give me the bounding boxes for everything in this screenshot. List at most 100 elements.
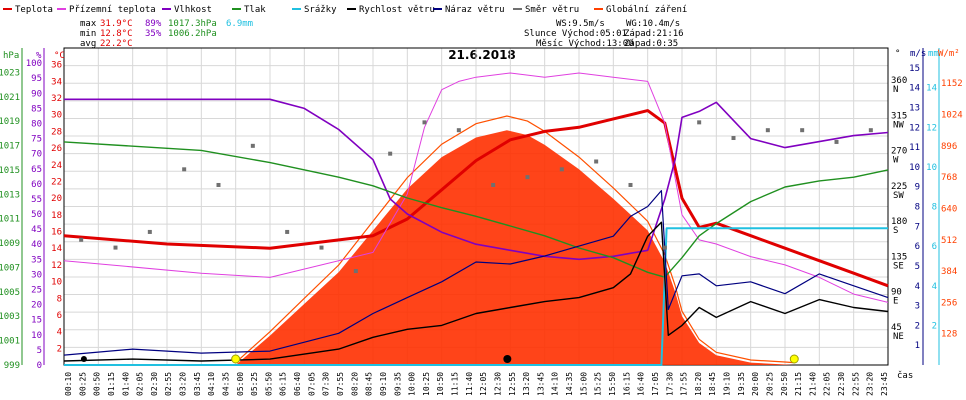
ms-tick-6: 9 [915,183,920,193]
wm2-tick-5: 512 [941,236,957,246]
dir-deg-tick-3: 225 [891,182,907,192]
pct-tick-6: 70 [31,150,42,160]
wind-dir-point-2 [147,229,152,234]
pct-tick-8: 60 [31,180,42,190]
info-3: Západ:21:16 [624,29,684,39]
pct-tick-0: 100 [26,59,42,69]
wind-dir-point-13 [525,175,530,180]
temp-tick-5: 26 [51,144,62,154]
temp-tick-10: 16 [51,228,62,238]
x-tick-36: 15:00 [579,372,588,396]
dir-name-tick-7: NE [893,332,904,342]
stat-0-1: 31.9°C [100,19,133,29]
wm2-tick-8: 128 [941,330,957,340]
legend-label-3: Tlak [244,5,266,15]
wind-dir-point-20 [765,128,770,133]
dir-deg-tick-7: 45 [891,323,902,333]
series-line-0 [63,109,889,288]
dir-name-tick-6: E [893,297,898,307]
temp-tick-8: 20 [51,194,62,204]
wind-dir-point-6 [285,229,290,234]
series-lines [63,72,889,366]
radiation-area [235,115,794,365]
x-tick-52: 21:40 [808,372,817,396]
x-tick-48: 20:00 [751,372,760,396]
markers [80,354,799,364]
x-tick-44: 18:20 [694,372,703,396]
mm-tick-0: 14 [926,84,937,94]
series-line-5 [63,221,889,362]
wind-dir-point-18 [697,120,702,125]
x-tick-13: 05:25 [250,372,259,396]
hpa-tick-8: 1007 [0,263,20,273]
wind-dir-point-8 [353,269,358,274]
x-tick-35: 14:35 [565,372,574,396]
hpa-tick-2: 1019 [0,117,20,127]
pct-label: % [36,51,42,61]
info-5: Západ:0:35 [624,39,678,49]
series-globalni-zareni-area [235,130,794,365]
temp-tick-14: 8 [57,294,62,304]
x-tick-0: 00:10 [64,372,73,396]
x-tick-16: 06:40 [293,372,302,396]
ms-tick-13: 2 [915,321,920,331]
x-tick-10: 04:10 [207,372,216,396]
sunset-marker [789,354,799,364]
wind-dir-point-23 [868,128,873,133]
x-tick-50: 20:50 [780,372,789,396]
temp-label: °C [54,51,65,61]
ms-tick-0: 15 [909,64,920,74]
stat-0-4: 6.9mm [226,19,253,29]
stat-1-1: 12.8°C [100,29,133,39]
temp-tick-4: 28 [51,127,62,137]
hpa-tick-10: 1003 [0,312,20,322]
wind-dir-point-21 [800,128,805,133]
stat-2-1: 22.2°C [100,39,133,49]
ms-tick-2: 13 [909,103,920,113]
legend-label-4: Srážky [304,5,337,15]
x-tick-30: 12:30 [493,372,502,396]
x-tick-32: 13:20 [522,372,531,396]
pct-tick-15: 25 [31,286,42,296]
temp-tick-17: 2 [57,344,62,354]
wm2-tick-7: 256 [941,298,957,308]
ms-tick-5: 10 [909,163,920,173]
ms-tick-4: 11 [909,143,920,153]
dir-name-tick-2: W [893,156,899,166]
x-tick-33: 13:45 [536,372,545,396]
pct-tick-10: 50 [31,210,42,220]
legend-label-8: Globální záření [606,5,687,15]
x-tick-3: 01:15 [107,372,116,396]
hpa-tick-3: 1017 [0,142,20,152]
wind-dir-point-16 [628,182,633,187]
mm-tick-1: 12 [926,123,937,133]
x-tick-4: 01:40 [121,372,130,396]
x-tick-21: 08:45 [365,372,374,396]
series-line-3 [63,141,889,278]
mm-tick-5: 4 [932,282,937,292]
x-tick-25: 10:25 [422,372,431,396]
x-tick-31: 12:55 [508,372,517,396]
dir-deg-tick-6: 90 [891,288,902,298]
stat-1-2: 35% [145,29,162,39]
legend-label-5: Rychlost větru [359,5,435,15]
x-tick-29: 12:05 [479,372,488,396]
x-tick-11: 04:35 [221,372,230,396]
x-tick-8: 03:20 [179,372,188,396]
pct-tick-1: 95 [31,74,42,84]
ms-tick-9: 6 [915,242,920,252]
x-tick-6: 02:30 [150,372,159,396]
stat-0-0: max [80,19,97,29]
temp-tick-6: 24 [51,161,62,171]
x-tick-37: 15:25 [594,372,603,396]
dir-deg-tick-5: 135 [891,252,907,262]
x-tick-27: 11:15 [451,372,460,396]
stats-block: max 31.9°C 89% 1017.3hPa 6.9mm min 12.8°C 35% 10… [80,19,253,49]
dir-name-tick-0: N [893,85,898,95]
wind-dir-point-14 [559,167,564,172]
hpa-tick-4: 1015 [0,166,20,176]
ms-tick-10: 5 [915,262,920,272]
x-tick-14: 05:50 [264,372,273,396]
wind-dir-point-9 [388,151,393,156]
stat-2-0: avg [80,39,96,49]
